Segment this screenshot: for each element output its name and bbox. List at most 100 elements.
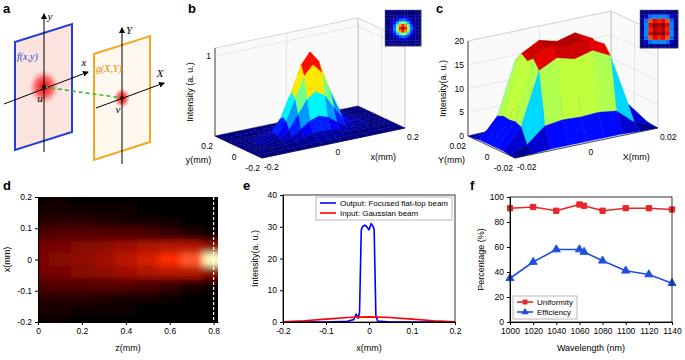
inset-cell [396, 38, 399, 41]
inset-cell [385, 38, 388, 41]
heatmap-cell [71, 203, 93, 216]
plot-area [38, 197, 218, 322]
heatmap-cell [115, 241, 137, 254]
inset-cell [674, 14, 679, 19]
panel-label: b [188, 1, 196, 16]
heatmap-cell [93, 203, 115, 216]
grid-line [215, 18, 358, 136]
inset-cell [396, 35, 399, 38]
heatmap-cell [93, 303, 115, 316]
heatmap-cell [38, 197, 49, 203]
heatmap-cell [203, 197, 218, 203]
plane-label: g(X,Y) [96, 63, 123, 75]
axes-box [215, 18, 405, 158]
plot-area [506, 202, 676, 286]
legend: Output: Focused flat-top beamInput: Gaus… [316, 197, 452, 220]
heatmap-cell [71, 278, 93, 291]
heatmap-cell [137, 228, 159, 241]
inset-cell [410, 27, 413, 30]
inset-cell [410, 24, 413, 27]
heatmap-cell [181, 197, 203, 203]
plot-frame [283, 195, 455, 322]
grid-line [215, 26, 405, 56]
inset-cell [410, 18, 413, 21]
tick-label: 0 [459, 131, 464, 141]
legend-label: Input: Gaussian beam [340, 209, 419, 218]
inset-cell [413, 16, 416, 19]
tick-label: 1 [206, 51, 211, 61]
tick-label: 0 [336, 147, 341, 157]
heatmap-cell [49, 316, 71, 322]
inset-cell [674, 10, 679, 15]
heatmap-cell [181, 203, 203, 216]
heatmap-cell [159, 303, 181, 316]
inset-cell [399, 10, 402, 13]
inset-cell [407, 29, 410, 32]
series-marker [530, 204, 535, 209]
inset-cell [644, 10, 649, 15]
inset-cell [402, 38, 405, 41]
inset-cell [670, 35, 675, 40]
inset-cell [413, 21, 416, 24]
axis-title: Intensity(a. u.) [250, 230, 260, 287]
heatmap-cell [181, 266, 203, 279]
inset-cell [388, 21, 391, 24]
tick-label: 0.8 [208, 326, 220, 336]
heatmap-cell [49, 291, 71, 304]
tick-label: -0.2 [17, 317, 32, 327]
heatmap-cell [181, 216, 203, 229]
heatmap-cell [137, 197, 159, 203]
heatmap-cell [38, 228, 49, 241]
inset-cell [404, 27, 407, 30]
inset-cell [670, 31, 675, 36]
inset-cell [657, 27, 662, 32]
inset-cell [648, 10, 653, 15]
tick-mark [507, 247, 510, 248]
series-marker [554, 208, 559, 213]
tick: -0.2 [276, 322, 291, 336]
series-line [283, 224, 455, 322]
inset-cell [402, 21, 405, 24]
inset-cell [415, 10, 418, 13]
axis-title: Wavelength (nm) [557, 343, 625, 353]
inset-cell [404, 29, 407, 32]
inset-cell [407, 38, 410, 41]
inset-cell [399, 32, 402, 35]
inset-cell [402, 16, 405, 19]
inset-cell [391, 27, 394, 30]
heatmap-cell [71, 291, 93, 304]
figure: ayxYXuvf(x,y)g(X,Y)b-0.200.2-0.200.21x(m… [0, 0, 685, 360]
propagation-line [44, 87, 122, 98]
tick-mark [507, 222, 510, 223]
heatmap-cell [115, 203, 137, 216]
tick: 30 [268, 222, 283, 232]
inset-cell [402, 40, 405, 43]
legend: UniformityEfficiency [513, 296, 577, 319]
tick-label: -0.02 [494, 163, 514, 173]
inset-frame [640, 10, 678, 48]
surface-cell [256, 152, 280, 159]
heatmap-cells [38, 197, 218, 322]
inset-cell [385, 40, 388, 43]
tick: 20 [495, 292, 510, 302]
grid-line [287, 33, 334, 143]
inset-cell [391, 13, 394, 16]
inset-cell [657, 44, 662, 49]
tick-label: 20 [268, 254, 278, 264]
tick-label: 0.2 [20, 192, 32, 202]
inset-cell [391, 35, 394, 38]
tick: 100 [490, 192, 510, 202]
panel-e: -0.2-0.100.10.2010203040ex(mm)Intensity(… [243, 178, 462, 353]
inset-cell [407, 10, 410, 13]
series-line [510, 205, 672, 211]
tick-mark [35, 322, 38, 323]
tick-label: 0 [589, 147, 594, 157]
surface [468, 33, 658, 158]
tick-mark [326, 322, 327, 325]
tick-label: -0.2 [264, 162, 279, 172]
heatmap-cell [38, 316, 49, 322]
heatmap-cell [159, 253, 181, 266]
tick-mark [280, 195, 283, 196]
heatmap-cell [38, 266, 49, 279]
tick: 1020 [524, 322, 543, 336]
